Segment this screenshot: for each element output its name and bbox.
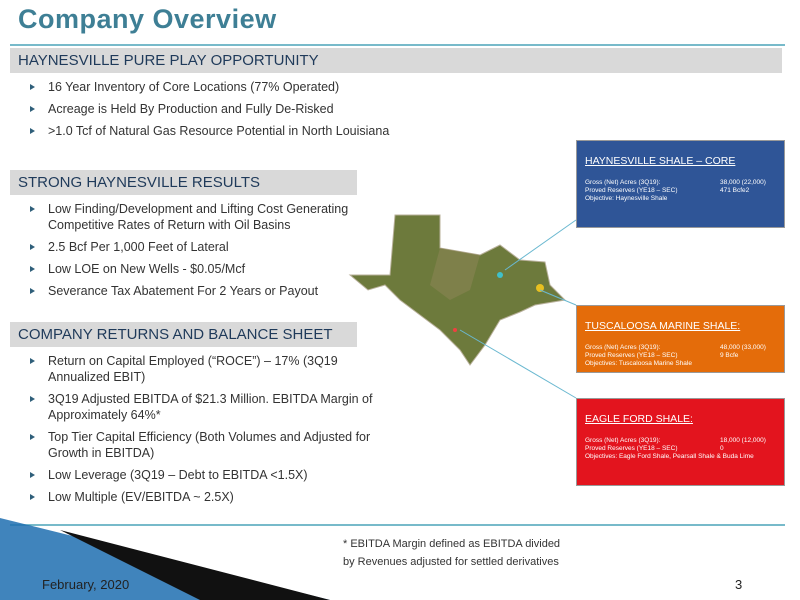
callout-objective: Objectives: Tuscaloosa Marine Shale bbox=[585, 360, 692, 367]
callout-row: Proved Reserves (YE18 – SEC) 9 Bcfe bbox=[585, 352, 776, 360]
bullet-list: Return on Capital Employed (“ROCE”) – 17… bbox=[10, 353, 393, 505]
row-value: 9 Bcfe bbox=[720, 352, 739, 359]
row-label: Proved Reserves (YE18 – SEC) bbox=[585, 352, 678, 359]
row-label: Gross (Net) Acres (3Q19): bbox=[585, 437, 661, 444]
row-value: 48,000 (33,000) bbox=[720, 344, 766, 351]
callout-box: HAYNESVILLE SHALE – CORE Gross (Net) Acre… bbox=[576, 140, 785, 228]
section: HAYNESVILLE PURE PLAY OPPORTUNITY 16 Year… bbox=[10, 48, 782, 145]
bullet: Low Finding/Development and Lifting Cost… bbox=[10, 201, 393, 233]
bullet: Low Leverage (3Q19 – Debt to EBITDA <1.5… bbox=[10, 467, 393, 483]
row-value: 471 Bcfe2 bbox=[720, 187, 750, 194]
bullet: Low LOE on New Wells - $0.05/Mcf bbox=[10, 261, 393, 277]
callout-box: TUSCALOOSA MARINE SHALE: Gross (Net) Acre… bbox=[576, 305, 785, 373]
callout-box: EAGLE FORD SHALE: Gross (Net) Acres (3Q19… bbox=[576, 398, 785, 486]
row-value: 38,000 (22,000) bbox=[720, 179, 766, 186]
section-heading: COMPANY RETURNS AND BALANCE SHEET bbox=[10, 322, 357, 347]
row-value: 18,000 (12,000) bbox=[720, 437, 766, 444]
bullet: 3Q19 Adjusted EBITDA of $21.3 Million. E… bbox=[10, 391, 393, 423]
footnote: * EBITDA Margin defined as EBITDA divide… bbox=[343, 538, 561, 550]
row-label: Gross (Net) Acres (3Q19): bbox=[585, 179, 661, 186]
callout-objective: Objective: Haynesville Shale bbox=[585, 195, 668, 202]
callout-title: EAGLE FORD SHALE: bbox=[585, 413, 693, 425]
section: STRONG HAYNESVILLE RESULTS Low Finding/De… bbox=[10, 170, 393, 305]
callout-row: Gross (Net) Acres (3Q19): 48,000 (33,000) bbox=[585, 344, 776, 352]
callout-objective: Objectives: Eagle Ford Shale, Pearsall S… bbox=[585, 453, 754, 460]
callout-title: HAYNESVILLE SHALE – CORE bbox=[585, 155, 736, 167]
row-value: 0 bbox=[720, 445, 724, 452]
map bbox=[348, 214, 567, 366]
row-label: Proved Reserves (YE18 – SEC) bbox=[585, 187, 678, 194]
bullet: 2.5 Bcf Per 1,000 Feet of Lateral bbox=[10, 239, 393, 255]
page-number: 3 bbox=[735, 577, 743, 592]
bullet: Acreage is Held By Production and Fully … bbox=[10, 101, 393, 117]
bullet-list: Low Finding/Development and Lifting Cost… bbox=[10, 201, 393, 299]
section-heading: HAYNESVILLE PURE PLAY OPPORTUNITY bbox=[10, 48, 782, 73]
row-label: Gross (Net) Acres (3Q19): bbox=[585, 344, 661, 351]
callout-row: Gross (Net) Acres (3Q19): 38,000 (22,000) bbox=[585, 179, 776, 187]
bullet: Return on Capital Employed (“ROCE”) – 17… bbox=[10, 353, 393, 385]
section: COMPANY RETURNS AND BALANCE SHEET Return … bbox=[10, 322, 393, 511]
callout-title: TUSCALOOSA MARINE SHALE: bbox=[585, 320, 741, 332]
section-heading: STRONG HAYNESVILLE RESULTS bbox=[10, 170, 357, 195]
callout-row: Proved Reserves (YE18 – SEC) 0 bbox=[585, 445, 776, 453]
row-label: Proved Reserves (YE18 – SEC) bbox=[585, 445, 678, 452]
bullet: >1.0 Tcf of Natural Gas Resource Potenti… bbox=[10, 123, 393, 139]
footnote: by Revenues adjusted for settled derivat… bbox=[343, 556, 559, 568]
bullet: Severance Tax Abatement For 2 Years or P… bbox=[10, 283, 393, 299]
bullet: Top Tier Capital Efficiency (Both Volume… bbox=[10, 429, 393, 461]
footer-date: February, 2020 bbox=[42, 577, 130, 592]
callout-row: Proved Reserves (YE18 – SEC) 471 Bcfe2 bbox=[585, 187, 776, 195]
callout-row: Gross (Net) Acres (3Q19): 18,000 (12,000) bbox=[585, 437, 776, 445]
slide-title: Company Overview bbox=[18, 4, 277, 34]
bullet-list: 16 Year Inventory of Core Locations (77%… bbox=[10, 79, 782, 139]
bullet: Low Multiple (EV/EBITDA ~ 2.5X) bbox=[10, 489, 393, 505]
bullet: 16 Year Inventory of Core Locations (77%… bbox=[10, 79, 393, 95]
